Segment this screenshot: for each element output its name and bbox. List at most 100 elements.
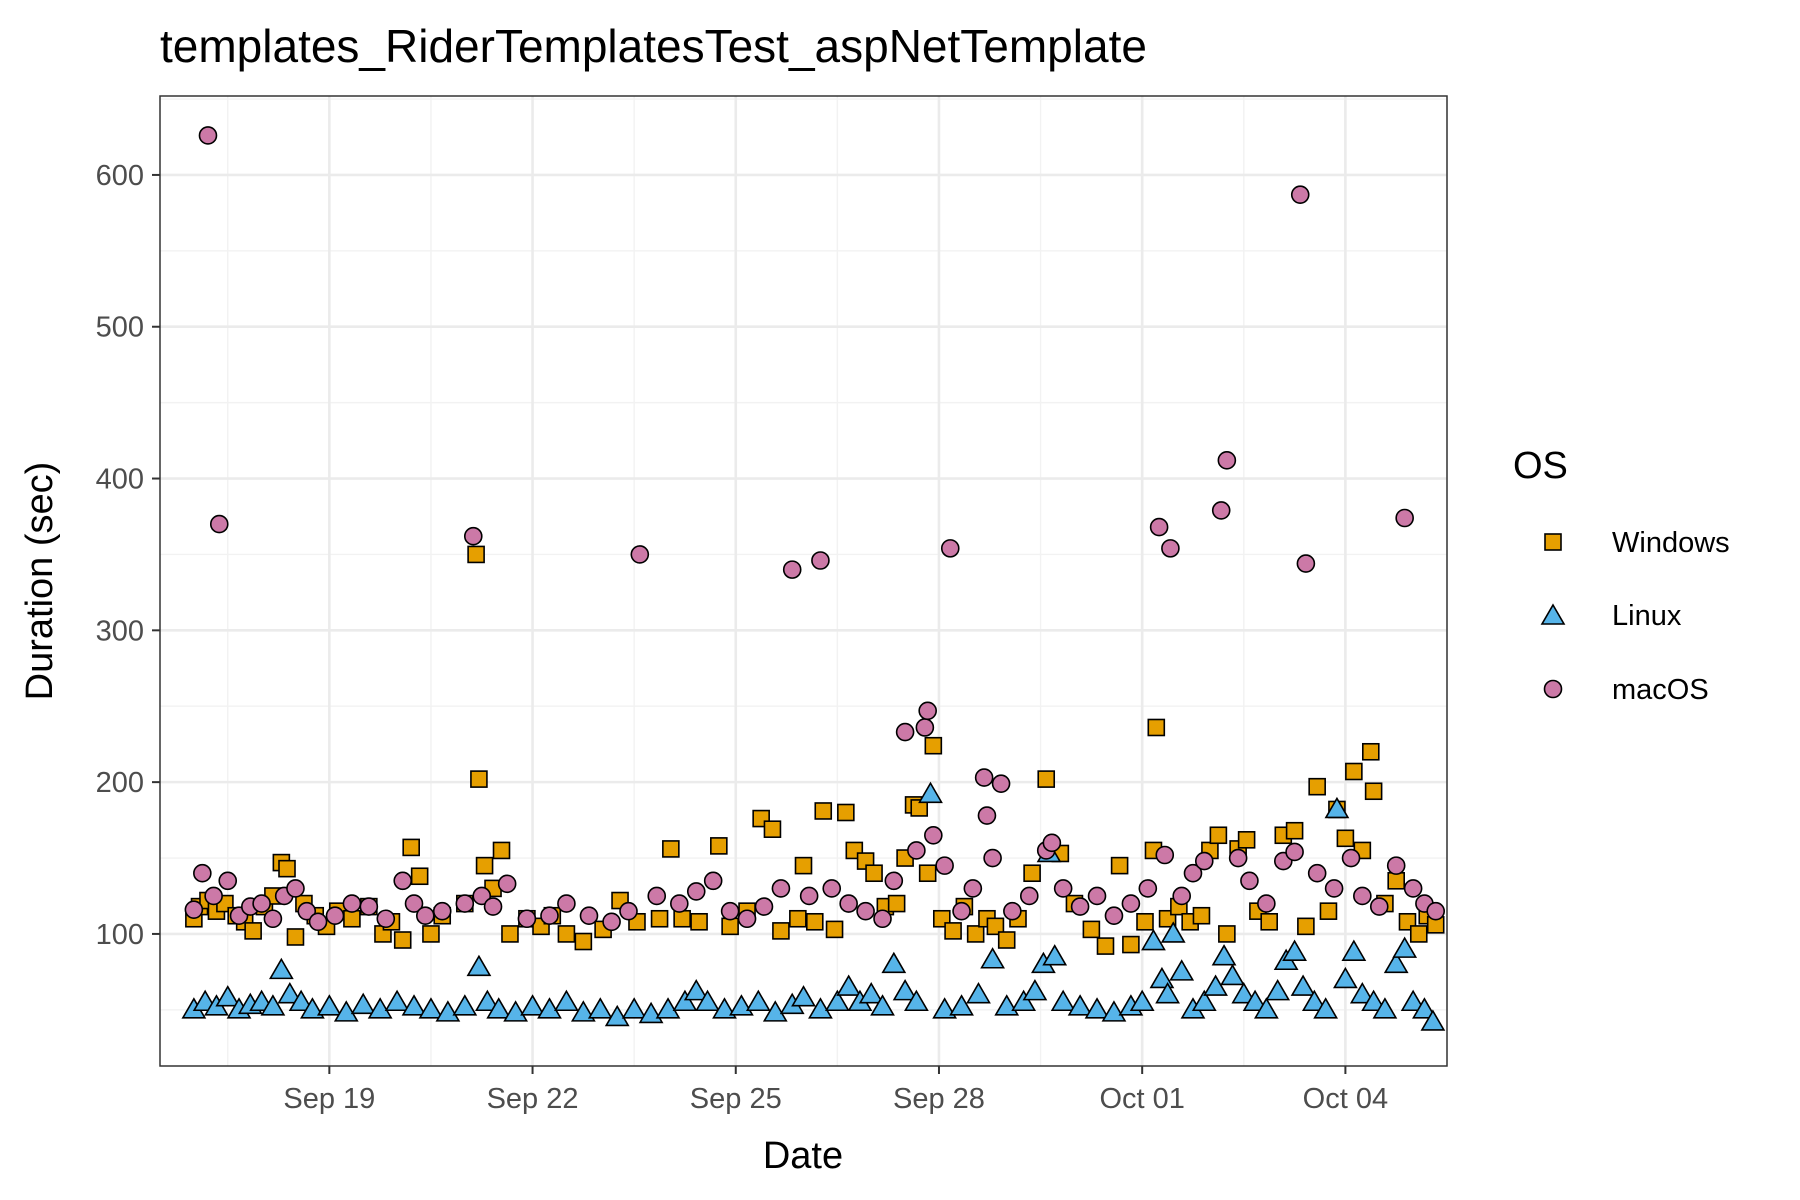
windows-point xyxy=(650,909,669,928)
plot-panel xyxy=(159,95,1448,1067)
macos-point xyxy=(1194,851,1214,871)
macos-point xyxy=(432,901,452,921)
linux-point xyxy=(808,997,833,1019)
macos-point xyxy=(977,806,997,825)
linux-point xyxy=(1129,989,1155,1012)
linux-point xyxy=(1324,796,1350,819)
linux-point xyxy=(1420,1009,1446,1031)
linux-point xyxy=(1383,951,1409,974)
windows-point xyxy=(1082,920,1101,939)
windows-point xyxy=(467,545,485,564)
macos-point xyxy=(404,894,424,913)
linux-point xyxy=(486,997,512,1019)
macos-point xyxy=(1395,508,1414,528)
linux-point xyxy=(1372,997,1398,1019)
series-linux xyxy=(181,781,1446,1031)
linux-point xyxy=(215,985,241,1007)
windows-point xyxy=(887,894,906,913)
windows-point xyxy=(402,838,420,857)
linux-point xyxy=(300,997,325,1019)
windows-point xyxy=(772,922,790,940)
macos-point xyxy=(895,722,915,742)
windows-point xyxy=(997,931,1016,949)
windows-point xyxy=(1136,912,1154,931)
macos-point xyxy=(359,897,379,916)
macos-point xyxy=(1257,894,1276,913)
linux-point xyxy=(570,1000,596,1022)
windows-point xyxy=(865,864,883,883)
macos-point xyxy=(325,906,345,926)
linux-point xyxy=(401,994,427,1016)
macos-point xyxy=(286,879,305,898)
macos-point xyxy=(517,909,537,929)
windows-point xyxy=(673,909,691,928)
linux-point xyxy=(1101,1000,1127,1022)
macos-point xyxy=(1172,886,1191,906)
macos-point xyxy=(754,897,774,916)
y-tick-label: 500 xyxy=(96,312,144,344)
windows-point xyxy=(1237,831,1256,849)
macos-point xyxy=(198,126,218,145)
macos-point xyxy=(602,912,621,932)
macos-point xyxy=(771,879,791,898)
linux-point xyxy=(260,994,286,1016)
macos-point xyxy=(209,514,229,534)
windows-point xyxy=(1147,718,1166,737)
linux-point xyxy=(1412,997,1437,1019)
legend-title: OS xyxy=(1513,445,1568,487)
chart-title: templates_RiderTemplatesTest_aspNetTempl… xyxy=(160,20,1147,72)
windows-point xyxy=(1308,777,1326,796)
macos-point xyxy=(1053,879,1073,898)
windows-point xyxy=(1319,902,1338,920)
linux-point xyxy=(1067,994,1093,1016)
legend-macos-swatch xyxy=(1543,679,1563,699)
windows-point xyxy=(910,799,929,817)
legend-linux-label: Linux xyxy=(1612,600,1682,632)
macos-point xyxy=(252,894,271,913)
windows-point xyxy=(690,912,708,931)
linux-point xyxy=(316,994,342,1016)
macos-point xyxy=(1324,879,1344,898)
macos-point xyxy=(940,539,960,558)
x-axis: Sep 19 Sep 22 Sep 25 Sep 28 Oct 01 Oct 04 xyxy=(283,1066,1388,1115)
macos-point xyxy=(1426,901,1446,921)
windows-point xyxy=(805,912,824,931)
linux-point xyxy=(1242,989,1268,1012)
macos-point xyxy=(647,886,667,906)
macos-point xyxy=(218,871,238,891)
linux-point xyxy=(554,989,579,1012)
linux-point xyxy=(1155,982,1180,1004)
macos-point xyxy=(856,901,875,921)
macos-point xyxy=(630,545,650,564)
windows-point xyxy=(986,917,1005,936)
windows-point xyxy=(574,932,593,951)
macos-point xyxy=(1155,845,1175,865)
x-tick-label: Sep 28 xyxy=(893,1083,985,1115)
linux-point xyxy=(712,997,737,1019)
macos-point xyxy=(579,906,599,926)
series-macos xyxy=(184,126,1446,932)
macos-point xyxy=(1386,856,1406,875)
macos-point xyxy=(472,886,492,906)
windows-point xyxy=(710,837,728,855)
macos-point xyxy=(670,894,689,913)
macos-point xyxy=(873,909,892,929)
y-tick-label: 100 xyxy=(96,919,144,951)
linux-point xyxy=(1392,936,1418,958)
macos-point xyxy=(263,909,283,929)
linux-point xyxy=(367,997,393,1019)
macos-point xyxy=(974,768,994,787)
linux-point xyxy=(1211,944,1237,966)
windows-point xyxy=(1336,829,1355,848)
windows-point xyxy=(343,909,361,928)
macos-point xyxy=(297,901,317,921)
macos-point xyxy=(416,906,435,926)
macos-point xyxy=(884,871,904,891)
macos-point xyxy=(376,909,396,929)
linux-point xyxy=(1050,989,1076,1012)
linux-point xyxy=(695,989,720,1012)
windows-point xyxy=(244,922,262,940)
windows-point xyxy=(789,909,807,928)
linux-point xyxy=(1022,979,1048,1001)
linux-point xyxy=(745,989,771,1012)
